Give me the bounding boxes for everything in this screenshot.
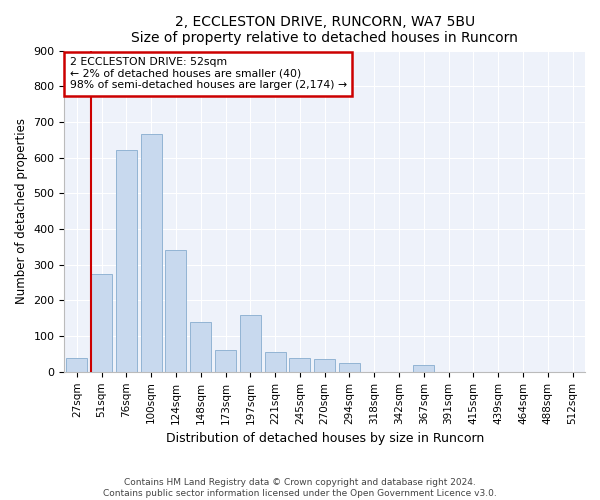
Bar (240, 314, 261, 372)
Bar (91, 274, 112, 372)
Bar (339, 363, 360, 372)
Bar (215, 350, 236, 372)
Bar (166, 250, 187, 372)
Bar (116, 150, 137, 372)
Bar (66, 358, 88, 372)
Bar (314, 360, 335, 372)
Y-axis label: Number of detached properties: Number of detached properties (15, 118, 28, 304)
Text: Contains HM Land Registry data © Crown copyright and database right 2024.
Contai: Contains HM Land Registry data © Crown c… (103, 478, 497, 498)
Text: 2 ECCLESTON DRIVE: 52sqm
← 2% of detached houses are smaller (40)
98% of semi-de: 2 ECCLESTON DRIVE: 52sqm ← 2% of detache… (70, 57, 347, 90)
Bar (289, 358, 310, 372)
Title: 2, ECCLESTON DRIVE, RUNCORN, WA7 5BU
Size of property relative to detached house: 2, ECCLESTON DRIVE, RUNCORN, WA7 5BU Siz… (131, 15, 518, 45)
Bar (140, 134, 162, 372)
Bar (265, 352, 286, 372)
X-axis label: Distribution of detached houses by size in Runcorn: Distribution of detached houses by size … (166, 432, 484, 445)
Bar (413, 364, 434, 372)
Bar (190, 322, 211, 372)
